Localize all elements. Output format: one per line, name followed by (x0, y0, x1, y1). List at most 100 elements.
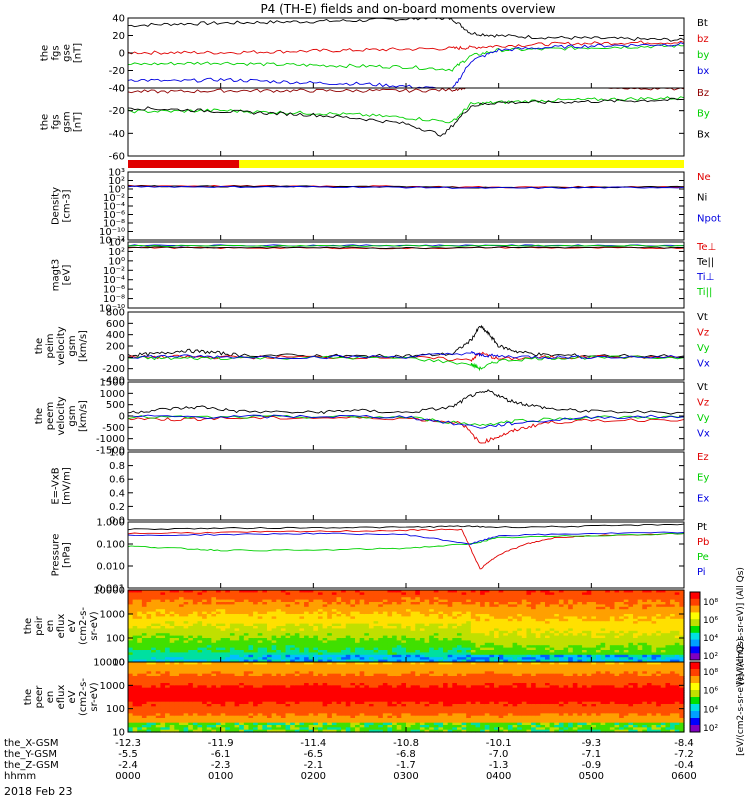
panel-frame (127, 241, 685, 309)
heatmap-cell (239, 664, 245, 668)
heatmap-cell (257, 659, 263, 663)
heatmap-cell (507, 626, 514, 629)
heatmap-cell (253, 602, 259, 605)
heatmap-cell (165, 635, 171, 639)
heatmap-cell (475, 611, 481, 615)
series-line-6-3 (127, 414, 685, 429)
ylabel: velocity (56, 396, 67, 435)
heatmap-cell (429, 633, 435, 637)
heatmap-cell (229, 642, 236, 646)
heatmap-cell (586, 640, 592, 644)
heatmap-cell (178, 623, 185, 627)
heatmap-cell (271, 678, 277, 682)
heatmap-cell (526, 592, 532, 596)
heatmap-cell (327, 626, 333, 629)
heatmap-cell (165, 621, 171, 625)
heatmap-cell (461, 604, 467, 608)
heatmap-cell (294, 621, 301, 625)
heatmap-cell (178, 720, 185, 724)
series-line-1-0 (127, 87, 685, 94)
heatmap-cell (137, 697, 143, 700)
heatmap-cell (197, 611, 203, 615)
heatmap-cell (267, 701, 273, 705)
heatmap-cell (202, 701, 208, 705)
heatmap-cell (577, 630, 583, 634)
heatmap-cell (535, 630, 541, 634)
heatmap-cell (327, 635, 333, 639)
heatmap-cell (225, 647, 231, 651)
heatmap-cell (623, 611, 629, 615)
heatmap-cell (188, 626, 194, 629)
heatmap-cell (132, 659, 138, 663)
heatmap-cell (392, 645, 398, 649)
heatmap-cell (364, 654, 370, 658)
heatmap-cell (188, 645, 194, 649)
heatmap-cell (202, 704, 208, 707)
ylabel: eflux (56, 614, 67, 639)
heatmap-cell (188, 611, 194, 615)
heatmap-cell (341, 640, 347, 644)
heatmap-cell (591, 616, 597, 620)
heatmap-cell (355, 616, 361, 620)
heatmap-cell (660, 630, 667, 634)
heatmap-cell (355, 628, 361, 632)
heatmap-cell (582, 630, 588, 634)
heatmap-cell (174, 678, 180, 682)
heatmap-cell (568, 597, 574, 601)
heatmap-cell (234, 614, 240, 617)
heatmap-cell (605, 638, 611, 641)
heatmap-cell (137, 609, 143, 613)
heatmap-cell (239, 708, 245, 712)
heatmap-cell (341, 630, 347, 634)
heatmap-cell (178, 638, 185, 641)
heatmap-cell (378, 614, 384, 617)
heatmap-cell (285, 606, 291, 610)
heatmap-cell (466, 647, 472, 651)
heatmap-cell (192, 599, 199, 603)
heatmap-cell (368, 606, 375, 610)
heatmap-cell (178, 680, 185, 684)
heatmap-cell (368, 633, 375, 637)
heatmap-cell (484, 599, 490, 603)
heatmap-cell (660, 592, 667, 596)
heatmap-cell (470, 606, 477, 610)
heatmap-cell (243, 654, 250, 658)
heatmap-cell (137, 657, 143, 661)
heatmap-cell (341, 626, 347, 629)
heatmap-cell (656, 602, 662, 605)
heatmap-cell (313, 628, 319, 632)
heatmap-cell (331, 604, 338, 608)
heatmap-cell (387, 657, 393, 661)
heatmap-cell (197, 720, 203, 724)
heatmap-cell (507, 642, 514, 646)
heatmap-cell (192, 701, 199, 705)
heatmap-cell (229, 680, 236, 684)
heatmap-cell (438, 633, 444, 637)
heatmap-cell (257, 623, 263, 627)
heatmap-cell (452, 611, 458, 615)
heatmap-cell (452, 659, 458, 663)
heatmap-cell (540, 594, 546, 598)
heatmap-cell (568, 650, 574, 653)
heatmap-cell (619, 599, 625, 603)
heatmap-cell (535, 611, 541, 615)
heatmap-cell (498, 626, 504, 629)
heatmap-cell (480, 599, 486, 603)
heatmap-cell (285, 638, 291, 641)
heatmap-cell (137, 621, 143, 625)
heatmap-cell (475, 647, 481, 651)
heatmap-cell (243, 635, 250, 639)
heatmap-cell (188, 590, 194, 593)
heatmap-cell (276, 725, 282, 728)
heatmap-cell (507, 590, 514, 593)
heatmap-cell (415, 626, 421, 629)
heatmap-cell (545, 640, 551, 644)
heatmap-cell (526, 618, 532, 622)
heatmap-cell (456, 592, 463, 596)
heatmap-cell (406, 594, 412, 598)
heatmap-cell (317, 606, 324, 610)
heatmap-cell (299, 618, 305, 622)
heatmap-cell (248, 722, 254, 726)
heatmap-cell (507, 647, 514, 651)
heatmap-cell (169, 699, 175, 703)
